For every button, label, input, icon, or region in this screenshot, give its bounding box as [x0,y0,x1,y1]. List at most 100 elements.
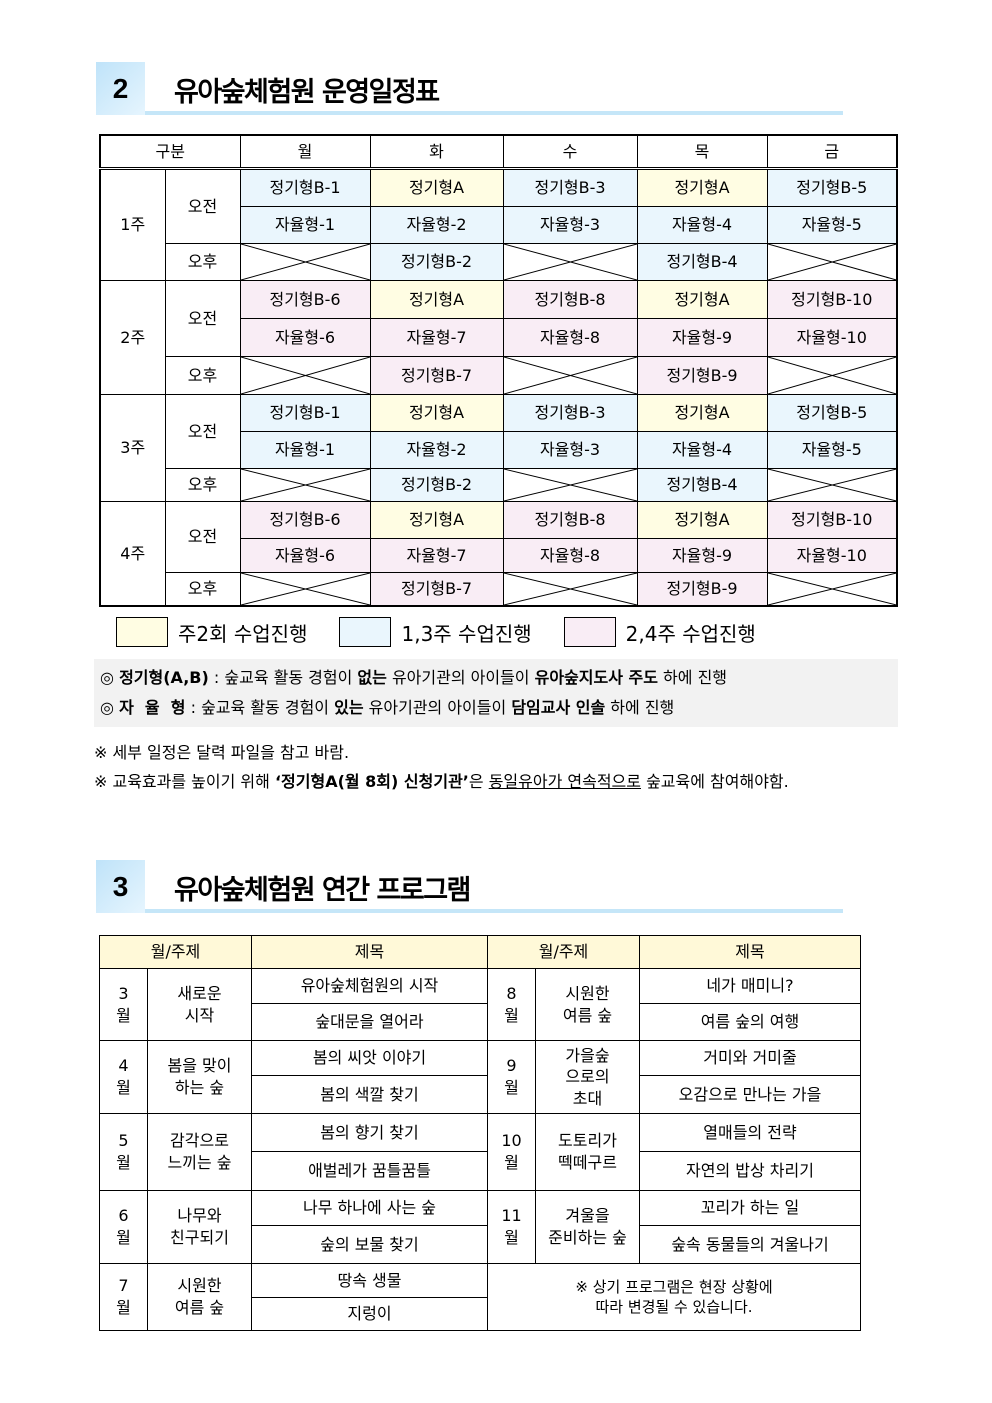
table-row: 3주 오전 정기형B-1 정기형A 정기형B-3 정기형A 정기형B-5 [99,394,898,502]
text: 유아기관의 아이들이 [386,668,535,687]
schedule-cell: 정기형B-4 [636,243,768,281]
title-cell: 네가 매미니? [639,968,861,1004]
legend-label: 2,4주 수업진행 [625,621,756,646]
empty-cell-crossed [239,468,371,502]
text: ‘정기형A(월 8회) 신청기관’ [274,772,469,791]
month-cell: 3 월 [99,968,148,1041]
title-cell: 유아숲체험원의 시작 [251,968,488,1004]
cross-out-icon [768,357,897,394]
pm-label: 오후 [164,243,241,281]
title-cell: 숲의 보물 찾기 [251,1225,488,1264]
legend-item: 1,3주 수업진행 [339,617,532,647]
text: 숲교육에 참여해야함. [640,772,789,791]
legend-label: 주2회 수업진행 [178,621,308,646]
schedule-cell: 정기형B-8 [502,280,638,319]
text: 하에 진행 [657,668,728,687]
month-cell: 4 월 [99,1040,148,1114]
table-row: 2주 오전 정기형B-6 정기형A 정기형B-8 정기형A 정기형B-10 [99,280,898,395]
text: 없는 [357,668,387,687]
week-label: 3주 [99,394,166,502]
empty-cell-crossed [502,356,638,395]
cross-out-icon [241,573,370,605]
table-row: 오후 정기형B-7 정기형B-9 [100,356,898,395]
cross-out-icon [504,469,637,501]
schedule-cell: 정기형A [636,168,768,207]
header-cell: 화 [369,134,504,170]
text: ※ 교육효과를 높이기 위해 [94,772,275,791]
cross-out-icon [241,244,370,280]
header-cell: 월/주제 [99,935,252,969]
schedule-cell: 정기형A [636,280,768,319]
table-row: 3 월 새로운 시작 유아숲체험원의 시작 8 월 시원한 여름 숲 네가 매미니? [99,968,861,1041]
header-cell: 월/주제 [487,935,640,969]
schedule-cell: 자율형-9 [636,538,768,573]
table-row: 애벌레가 꿈틀꿈틀 자연의 밥상 차리기 [100,1151,861,1191]
legend-item: 주2회 수업진행 [116,617,307,647]
header-cell: 수 [502,134,638,170]
program-note: ※ 상기 프로그램은 현장 상황에 따라 변경될 수 있습니다. [487,1263,861,1331]
schedule-cell: 정기형B-10 [766,501,898,539]
schedule-cell: 정기형B-5 [766,394,898,432]
table-row: 4 월 봄을 맞이 하는 숲 봄의 씨앗 이야기 9 월 가을숲 으로의 초대 거미와 거… [99,1040,861,1114]
empty-cell-crossed [502,572,638,607]
title-cell: 봄의 향기 찾기 [251,1113,488,1152]
schedule-cell: 정기형B-8 [502,501,638,539]
schedule-cell: 정기형B-6 [239,501,371,539]
section-title: 유아숲체험원 연간 프로그램 [174,875,471,906]
title-cell: 지렁이 [251,1297,488,1331]
table-row: 오후 정기형B-7 정기형B-9 [100,572,898,607]
definition-regular: ◎ 정기형(A,B) : 숲교육 활동 경험이 없는 유아기관의 아이들이 유아… [94,663,898,693]
double-circle-icon: ◎ [100,698,114,717]
schedule-cell: 정기형A [636,501,768,539]
title-cell: 꼬리가 하는 일 [639,1190,861,1226]
empty-cell-crossed [239,243,371,281]
table-row: 오후 정기형B-2 정기형B-4 [100,243,898,281]
empty-cell-crossed [766,356,898,395]
schedule-cell: 자율형-3 [502,206,638,244]
month-cell: 10 월 [487,1113,536,1191]
table-row: 7 월 시원한 여름 숲 땅속 생물 ※ 상기 프로그램은 현장 상황에 따라 변경될… [99,1263,861,1331]
week-label: 1주 [99,168,166,281]
note-1: ※ 세부 일정은 달력 파일을 참고 바람. [94,743,350,762]
header-cell: 금 [766,134,898,170]
schedule-cell: 자율형-1 [239,206,371,244]
double-circle-icon: ◎ [100,668,114,687]
section-number: 3 [96,860,145,913]
schedule-cell: 자율형-7 [369,318,504,357]
table-row: 4주 오전 정기형B-6 정기형A 정기형B-8 정기형A 정기형B-10 [99,501,898,607]
schedule-cell: 정기형B-1 [239,168,371,207]
cross-out-icon [504,244,637,280]
schedule-cell: 자율형-5 [766,206,898,244]
term: 정기형(A,B) [119,668,209,687]
title-cell: 숲대문을 열어라 [251,1003,488,1041]
cross-out-icon [504,357,637,394]
table-row: 자율형-1 자율형-2 자율형-3 자율형-4 자율형-5 [100,431,898,469]
legend-swatch [116,617,168,647]
schedule-cell: 정기형A [636,394,768,432]
empty-cell-crossed [766,243,898,281]
empty-cell-crossed [766,468,898,502]
month-cell: 8 월 [487,968,536,1041]
legend-swatch [563,617,616,647]
table-row: 5 월 감각으로 느끼는 숲 봄의 향기 찾기 10 월 도토리가 떽떼구르 열매들의 전… [99,1113,861,1191]
text: 하에 진행 [605,698,675,717]
schedule-cell: 정기형B-4 [636,468,768,502]
cross-out-icon [504,573,637,605]
text: 은 [468,772,489,791]
table-row: 6 월 나무와 친구되기 나무 하나에 사는 숲 11 월 겨울을 준비하는 숲 꼬리가 … [99,1190,861,1264]
header-cell: 월 [239,134,371,170]
pm-label: 오후 [164,468,241,502]
text: 유아기관의 아이들이 [363,698,512,717]
theme-cell: 감각으로 느끼는 숲 [147,1113,252,1191]
theme-cell: 봄을 맞이 하는 숲 [147,1040,252,1114]
header-cell: 제목 [639,935,861,969]
definition-autonomous: ◎ 자 율 형 : 숲교육 활동 경험이 있는 유아기관의 아이들이 담임교사 … [94,693,898,723]
cross-out-icon [768,469,897,501]
separator: : [208,668,225,687]
definitions-box: ◎ 정기형(A,B) : 숲교육 활동 경험이 없는 유아기관의 아이들이 유아… [94,659,898,727]
schedule-cell: 정기형A [369,501,504,539]
text: 있는 [334,698,364,717]
schedule-cell: 자율형-10 [766,318,898,357]
month-cell: 11 월 [487,1190,536,1264]
title-cell: 봄의 씨앗 이야기 [251,1040,488,1076]
